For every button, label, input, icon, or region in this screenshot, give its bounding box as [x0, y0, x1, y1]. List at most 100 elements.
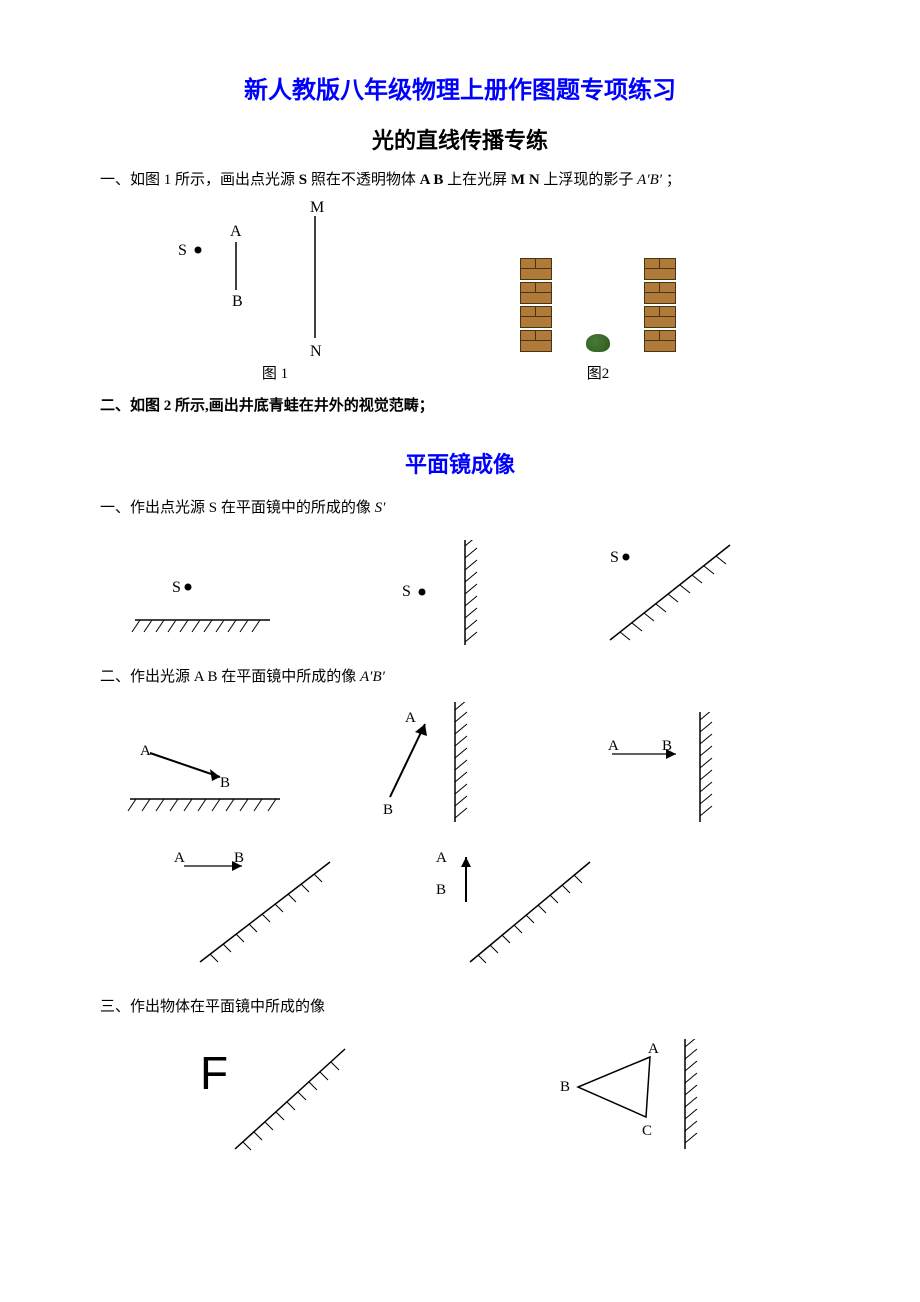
hatch	[243, 1062, 339, 1150]
hatch	[210, 874, 322, 962]
section1-title: 光的直线传播专练	[100, 123, 820, 155]
arrow-head	[461, 857, 471, 867]
label-B: B	[234, 850, 244, 866]
mirror-diag-1a: S	[130, 570, 300, 650]
p4-italic: A′B′	[360, 669, 385, 685]
p5-text: 三、作出物体在平面镜中所成的像	[100, 999, 325, 1015]
brick	[520, 282, 552, 304]
brick	[644, 258, 676, 280]
fig1-label-A: A	[230, 223, 242, 240]
fig2-caption: 图2	[587, 362, 610, 383]
fig2-left-wall	[520, 258, 552, 352]
hatch	[455, 702, 467, 818]
mirror-diag-4b: A B C	[550, 1039, 750, 1159]
mirror-diag-1c: S	[580, 540, 750, 650]
label-A: A	[436, 850, 447, 866]
arrow-head	[210, 769, 220, 781]
hatch	[465, 540, 477, 642]
label-S: S	[402, 583, 411, 600]
fig1-label-M: M	[310, 199, 324, 216]
point-S	[419, 588, 426, 595]
mirror-line	[200, 862, 330, 962]
hatch	[132, 620, 260, 632]
p1-prefix: 一、如图 1 所示，画出点光源	[100, 172, 299, 188]
hatch	[685, 1039, 697, 1143]
figure-row-1: M N A B S 图 1	[100, 198, 820, 383]
fig1-svg: M N A B S	[160, 198, 390, 358]
brick	[644, 306, 676, 328]
p1-mid1: 照在不透明物体	[307, 172, 420, 188]
label-B: B	[662, 738, 672, 754]
arrow-shaft	[390, 724, 425, 797]
label-B: B	[560, 1079, 570, 1095]
triangle	[578, 1057, 650, 1117]
point-S	[623, 553, 630, 560]
mirror-row-1: S S	[130, 540, 820, 650]
figure-1: M N A B S 图 1	[160, 198, 390, 383]
problem-4: 二、作出光源 A B 在平面镜中所成的像 A′B′	[100, 666, 820, 689]
brick	[520, 258, 552, 280]
mirror-diag-3b: A B	[420, 842, 620, 972]
fig1-caption: 图 1	[262, 362, 288, 383]
fig1-label-S: S	[178, 242, 187, 259]
section2-title: 平面镜成像	[100, 447, 820, 479]
label-S: S	[610, 549, 619, 566]
p4-prefix: 二、作出光源 A B 在平面镜中所成的像	[100, 669, 360, 685]
fig2-right-wall	[644, 258, 676, 352]
p3-prefix: 一、作出点光源 S 在平面镜中的所成的像	[100, 500, 375, 516]
frog-icon	[586, 334, 610, 352]
label-A: A	[648, 1041, 659, 1057]
hatch	[478, 875, 582, 963]
brick	[520, 306, 552, 328]
label-A: A	[405, 710, 416, 726]
label-B: B	[383, 802, 393, 818]
fig1-label-N: N	[310, 343, 322, 358]
arrow-shaft	[150, 753, 220, 777]
problem-3: 一、作出点光源 S 在平面镜中的所成的像 S′	[100, 497, 820, 520]
mirror-line	[470, 862, 590, 962]
p1-bold2: A B	[420, 172, 444, 188]
mirror-diag-4a: F	[180, 1039, 380, 1159]
hatch	[700, 712, 712, 816]
mirror-diag-2c: A B	[570, 712, 750, 832]
point-S	[185, 583, 192, 590]
mirror-diag-2a: A B	[120, 737, 300, 832]
mirror-diag-3a: A B	[160, 842, 360, 972]
label-A: A	[608, 738, 619, 754]
mirror-row-4: F A B C	[180, 1039, 820, 1159]
fig2-well	[520, 258, 676, 352]
p1-mid2: 上在光屏	[443, 172, 511, 188]
label-A: A	[140, 743, 151, 759]
problem-5: 三、作出物体在平面镜中所成的像	[100, 996, 820, 1019]
label-B: B	[220, 775, 230, 791]
label-A: A	[174, 850, 185, 866]
mirror-diag-2b: A B	[355, 702, 515, 832]
figure-2: 图2	[520, 258, 676, 383]
mirror-diag-1b: S	[370, 540, 510, 650]
label-C: C	[642, 1123, 652, 1139]
p2-text: 二、如图 2 所示,画出井底青蛙在井外的视觉范畴；	[100, 398, 434, 414]
p1-mid3: 上浮现的影子	[540, 172, 638, 188]
brick	[520, 330, 552, 352]
label-F: F	[200, 1047, 228, 1099]
label-S: S	[172, 579, 181, 596]
problem-1: 一、如图 1 所示，画出点光源 S 照在不透明物体 A B 上在光屏 M N 上…	[100, 169, 820, 192]
label-B: B	[436, 882, 446, 898]
page: 新人教版八年级物理上册作图题专项练习 光的直线传播专练 一、如图 1 所示，画出…	[0, 0, 920, 1209]
fig1-label-B: B	[232, 293, 243, 310]
main-title: 新人教版八年级物理上册作图题专项练习	[100, 70, 820, 105]
brick	[644, 330, 676, 352]
p1-bold1: S	[299, 172, 307, 188]
p3-italic: S′	[375, 500, 386, 516]
hatch	[620, 556, 726, 640]
mirror-row-2: A B A B	[120, 702, 820, 832]
hatch	[128, 799, 276, 811]
fig1-source-dot	[195, 246, 202, 253]
mirror-row-3: A B A B	[160, 842, 820, 972]
brick	[644, 282, 676, 304]
p1-italic: A′B′	[637, 172, 662, 188]
p1-bold3: M N	[511, 172, 540, 188]
problem-2: 二、如图 2 所示,画出井底青蛙在井外的视觉范畴；	[100, 395, 820, 418]
mirror-line	[235, 1049, 345, 1149]
p1-suffix: ；	[662, 172, 681, 188]
